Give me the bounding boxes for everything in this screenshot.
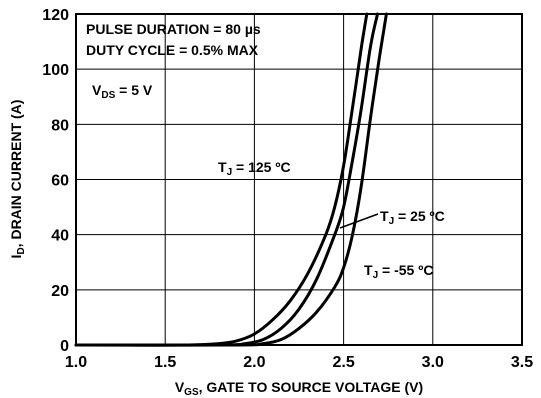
x-tick-label: 3.0 bbox=[422, 354, 444, 371]
x-tick-label: 2.5 bbox=[332, 354, 354, 371]
y-tick-label: 60 bbox=[51, 173, 69, 190]
grid bbox=[75, 13, 523, 346]
x-tick-labels: 1.0 1.5 2.0 2.5 3.0 3.5 bbox=[65, 354, 533, 371]
plot-frame bbox=[75, 13, 523, 346]
x-tick-label: 2.0 bbox=[243, 354, 265, 371]
series-leader-25c bbox=[339, 213, 379, 229]
x-tick-label: 3.5 bbox=[511, 354, 533, 371]
y-tick-label: 40 bbox=[51, 228, 69, 245]
y-tick-label: 0 bbox=[60, 338, 69, 355]
y-tick-label: 120 bbox=[42, 7, 69, 24]
y-axis-label: ID, DRAIN CURRENT (A) bbox=[8, 100, 27, 259]
x-tick-label: 1.0 bbox=[65, 354, 87, 371]
y-tick-label: 20 bbox=[51, 283, 69, 300]
series-label-minus55c: TJ = -55 ºC bbox=[364, 262, 433, 281]
y-tick-label: 80 bbox=[51, 117, 69, 134]
duty-cycle-note: DUTY CYCLE = 0.5% MAX bbox=[86, 42, 259, 58]
vds-note: VDS = 5 V bbox=[92, 82, 153, 101]
x-axis-label: VGS, GATE TO SOURCE VOLTAGE (V) bbox=[175, 379, 423, 398]
series-label-125c: TJ = 125 ºC bbox=[218, 159, 291, 178]
y-tick-label: 100 bbox=[42, 62, 69, 79]
pulse-duration-note: PULSE DURATION = 80 µs bbox=[86, 21, 261, 37]
x-tick-label: 1.5 bbox=[154, 354, 176, 371]
series-label-25c: TJ = 25 ºC bbox=[380, 208, 445, 227]
y-tick-labels: 0 20 40 60 80 100 120 bbox=[42, 7, 69, 355]
